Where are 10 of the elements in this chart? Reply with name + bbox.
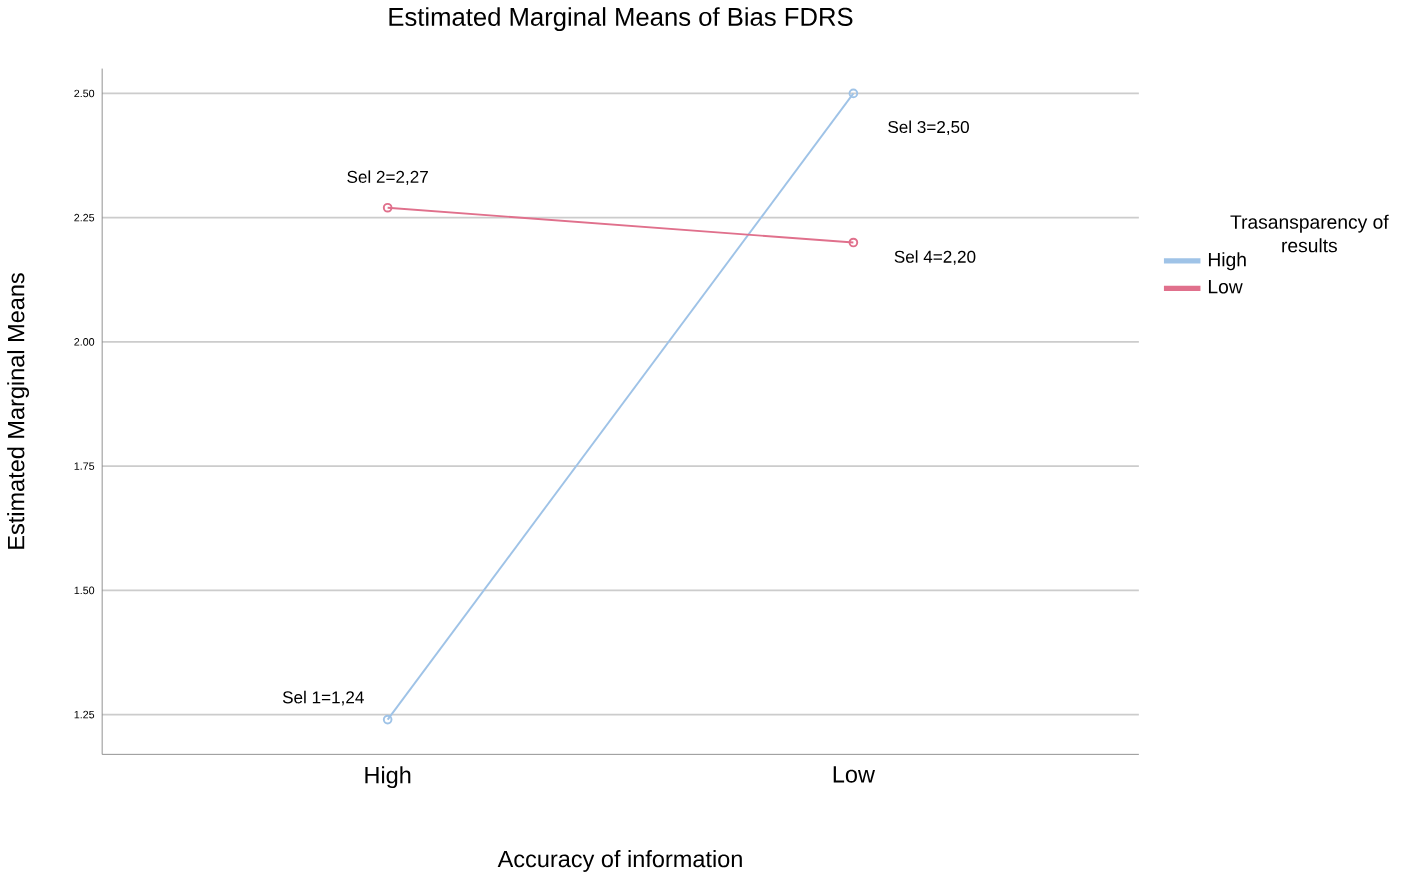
annotation: Sel 2=2,27 <box>347 170 428 186</box>
x-axis-title: Accuracy of information <box>497 850 742 873</box>
legend-label: High <box>1208 252 1246 271</box>
annotation: Sel 3=2,50 <box>888 120 969 136</box>
chart-title: Estimated Marginal Means of Bias FDRS <box>389 7 853 32</box>
annotation: Sel 1=1,24 <box>282 691 364 706</box>
y-axis-title: Estimated Marginal Means <box>7 273 30 550</box>
legend-label: Low <box>1208 280 1243 294</box>
annotation: Sel 4=2,20 <box>894 250 976 266</box>
legend-title: Trasansparency of results <box>1230 215 1389 253</box>
